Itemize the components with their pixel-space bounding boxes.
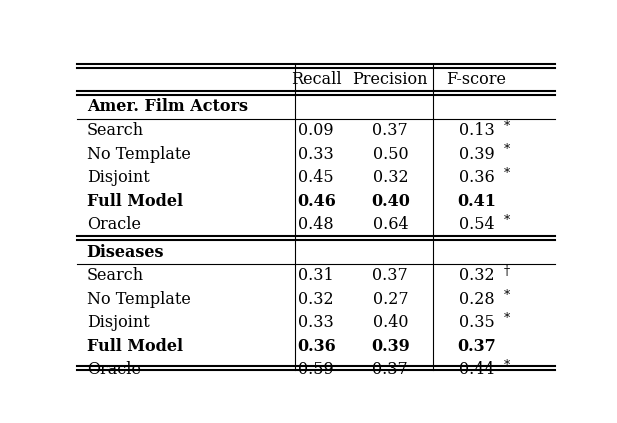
Text: 0.33: 0.33: [299, 314, 334, 331]
Text: 0.64: 0.64: [373, 216, 408, 233]
Text: *: *: [503, 312, 510, 325]
Text: Amer. Film Actors: Amer. Film Actors: [86, 99, 247, 115]
Text: 0.13: 0.13: [458, 122, 494, 139]
Text: 0.36: 0.36: [458, 169, 494, 186]
Text: Search: Search: [86, 267, 144, 284]
Text: *: *: [503, 120, 510, 133]
Text: 0.39: 0.39: [371, 338, 410, 355]
Text: 0.46: 0.46: [297, 192, 336, 210]
Text: 0.59: 0.59: [299, 361, 334, 379]
Text: 0.37: 0.37: [373, 267, 408, 284]
Text: 0.40: 0.40: [371, 192, 410, 210]
Text: Oracle: Oracle: [86, 361, 141, 379]
Text: Recall: Recall: [291, 71, 342, 88]
Text: Search: Search: [86, 122, 144, 139]
Text: 0.54: 0.54: [458, 216, 494, 233]
Text: 0.39: 0.39: [458, 146, 494, 162]
Text: Full Model: Full Model: [86, 192, 183, 210]
Text: 0.32: 0.32: [458, 267, 494, 284]
Text: 0.33: 0.33: [299, 146, 334, 162]
Text: 0.32: 0.32: [299, 291, 334, 308]
Text: 0.31: 0.31: [299, 267, 334, 284]
Text: *: *: [503, 214, 510, 227]
Text: *: *: [503, 167, 510, 180]
Text: *: *: [503, 288, 510, 302]
Text: 0.44: 0.44: [458, 361, 494, 379]
Text: Diseases: Diseases: [86, 244, 164, 261]
Text: 0.45: 0.45: [299, 169, 334, 186]
Text: 0.28: 0.28: [458, 291, 494, 308]
Text: No Template: No Template: [86, 291, 191, 308]
Text: 0.35: 0.35: [458, 314, 494, 331]
Text: Disjoint: Disjoint: [86, 314, 149, 331]
Text: 0.37: 0.37: [457, 338, 496, 355]
Text: 0.41: 0.41: [457, 192, 496, 210]
Text: No Template: No Template: [86, 146, 191, 162]
Text: *: *: [503, 359, 510, 372]
Text: *: *: [503, 143, 510, 156]
Text: Precision: Precision: [352, 71, 428, 88]
Text: Disjoint: Disjoint: [86, 169, 149, 186]
Text: Oracle: Oracle: [86, 216, 141, 233]
Text: 0.48: 0.48: [299, 216, 334, 233]
Text: F-score: F-score: [447, 71, 507, 88]
Text: 0.50: 0.50: [373, 146, 408, 162]
Text: Full Model: Full Model: [86, 338, 183, 355]
Text: 0.36: 0.36: [297, 338, 336, 355]
Text: 0.32: 0.32: [373, 169, 408, 186]
Text: †: †: [503, 265, 510, 278]
Text: 0.40: 0.40: [373, 314, 408, 331]
Text: 0.09: 0.09: [299, 122, 334, 139]
Text: 0.27: 0.27: [373, 291, 408, 308]
Text: 0.37: 0.37: [373, 361, 408, 379]
Text: 0.37: 0.37: [373, 122, 408, 139]
